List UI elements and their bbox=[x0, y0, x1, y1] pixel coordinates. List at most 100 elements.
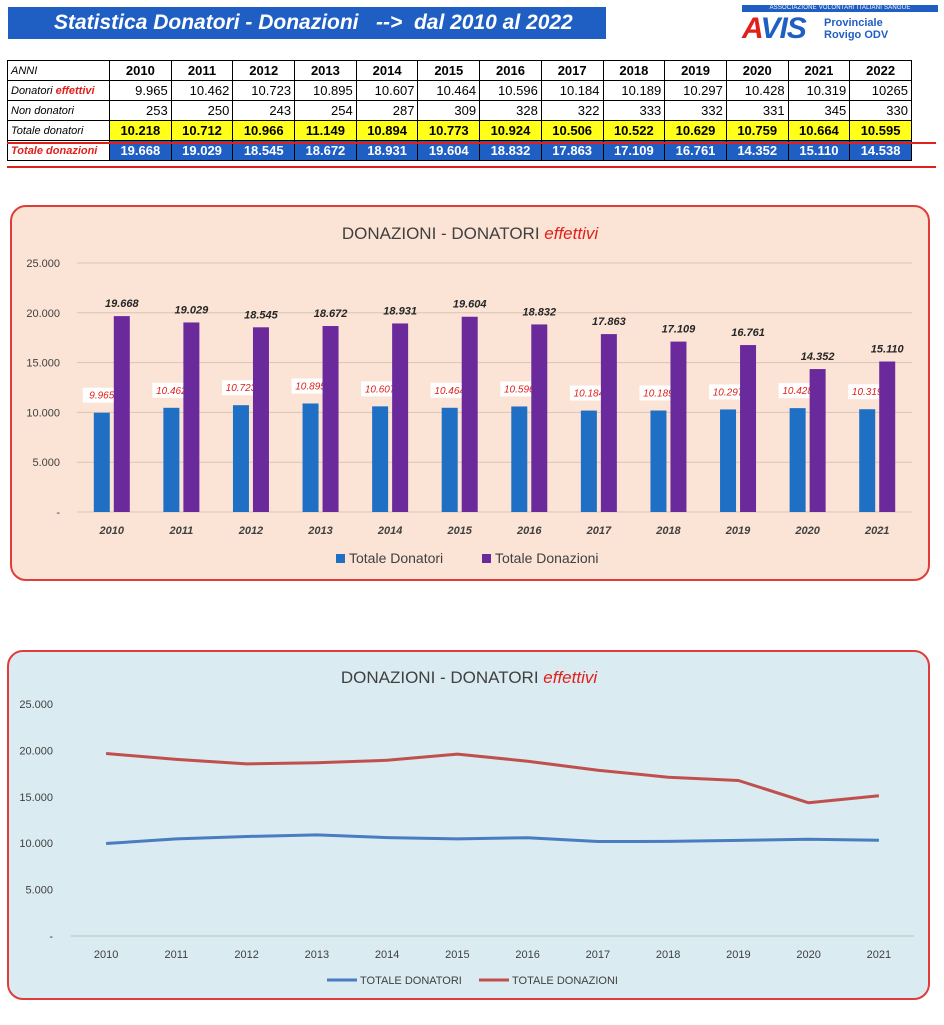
x-tick-label: 2017 bbox=[586, 949, 610, 961]
table-divider-bottom bbox=[7, 166, 936, 168]
data-label-bg bbox=[848, 384, 887, 400]
table-cell-totale-donazioni: 19.668 bbox=[109, 140, 172, 161]
table-row-years: ANNI 2010 2011 2012 2013 2014 2015 2016 2017 201… bbox=[7, 60, 912, 81]
table-cell-non-donatori: 287 bbox=[355, 100, 419, 121]
table-cell-years: 2022 bbox=[849, 60, 912, 81]
data-label-bg bbox=[291, 378, 330, 394]
bar-donatori bbox=[302, 403, 319, 512]
row-label-totale-donazioni: Totale donazioni bbox=[7, 140, 110, 161]
table-cell-totale-donatori: 10.759 bbox=[725, 120, 789, 141]
bar-donatori bbox=[511, 406, 528, 512]
table-cell-years: 2019 bbox=[664, 60, 727, 81]
x-tick-label: 2020 bbox=[794, 525, 820, 537]
data-label-donatori: 10.462 bbox=[156, 386, 187, 397]
table-cell-donatori: 10.297 bbox=[664, 80, 727, 101]
table-cell-years: 2015 bbox=[417, 60, 481, 81]
bar-donazioni bbox=[113, 316, 130, 512]
x-tick-label: 2012 bbox=[238, 525, 263, 537]
legend-swatch bbox=[482, 554, 491, 563]
bar-donatori bbox=[232, 405, 249, 512]
table-row-donatori: Donatori effettivi 9.965 10.462 10.723 10.8… bbox=[7, 80, 912, 101]
table-divider-top bbox=[7, 142, 936, 144]
data-label-donazioni: 18.832 bbox=[522, 306, 556, 318]
table-cell-donatori: 10.723 bbox=[232, 80, 296, 101]
x-tick-label: 2010 bbox=[99, 525, 125, 537]
table-cell-non-donatori: 254 bbox=[294, 100, 357, 121]
x-tick-label: 2011 bbox=[165, 949, 189, 961]
data-label-donazioni: 16.761 bbox=[731, 327, 765, 339]
x-tick-label: 2020 bbox=[796, 949, 820, 961]
table-cell-totale-donatori: 10.629 bbox=[664, 120, 727, 141]
legend-label: TOTALE DONAZIONI bbox=[512, 975, 618, 987]
series-line-donazioni bbox=[105, 752, 880, 805]
table-cell-non-donatori: 250 bbox=[170, 100, 234, 121]
data-label-donazioni: 17.863 bbox=[592, 316, 626, 328]
x-tick-label: 2019 bbox=[726, 949, 750, 961]
table-cell-donatori: 10.189 bbox=[602, 80, 666, 101]
data-label-donatori: 10.189 bbox=[643, 389, 674, 400]
x-tick-label: 2015 bbox=[445, 949, 469, 961]
y-tick-label: 10.000 bbox=[26, 407, 60, 419]
data-label-donatori: 10.297 bbox=[713, 387, 744, 398]
bar-donazioni bbox=[183, 322, 200, 512]
bar-donazioni bbox=[252, 327, 269, 512]
data-label-bg bbox=[778, 383, 817, 399]
bar-donazioni bbox=[392, 323, 409, 512]
table-cell-totale-donazioni: 15.110 bbox=[787, 140, 851, 161]
logo-mark-rest: VIS bbox=[760, 12, 806, 45]
page-title: Statistica Donatori - Donazioni --> dal … bbox=[8, 7, 606, 39]
data-label-donazioni: 15.110 bbox=[871, 344, 905, 356]
data-label-bg bbox=[639, 385, 678, 401]
y-tick-label: 5.000 bbox=[25, 885, 53, 897]
table-cell-totale-donazioni: 14.352 bbox=[725, 140, 789, 161]
table-cell-totale-donazioni: 18.545 bbox=[232, 140, 296, 161]
legend-label: Totale Donazioni bbox=[495, 550, 599, 566]
table-cell-donatori: 10.596 bbox=[479, 80, 542, 101]
table-cell-years: 2016 bbox=[479, 60, 542, 81]
row-label-donatori: Donatori effettivi bbox=[7, 80, 110, 101]
bar-donatori bbox=[441, 407, 458, 512]
logo-sub-city: Rovigo ODV bbox=[824, 29, 889, 41]
table-cell-years: 2018 bbox=[602, 60, 666, 81]
table-cell-years: 2010 bbox=[109, 60, 172, 81]
table-cell-totale-donazioni: 17.863 bbox=[540, 140, 604, 161]
table-cell-donatori: 10.184 bbox=[540, 80, 604, 101]
x-tick-label: 2016 bbox=[516, 525, 542, 537]
table-cell-donatori: 10.428 bbox=[725, 80, 789, 101]
table-cell-years: 2013 bbox=[294, 60, 357, 81]
table-cell-totale-donatori: 10.522 bbox=[602, 120, 666, 141]
table-cell-totale-donatori: 10.894 bbox=[355, 120, 419, 141]
table-cell-non-donatori: 322 bbox=[540, 100, 604, 121]
bar-donazioni bbox=[322, 326, 339, 512]
y-tick-label: 25.000 bbox=[19, 699, 53, 711]
data-label-donatori: 10.184 bbox=[574, 389, 605, 400]
chart-title-em: effettivi bbox=[544, 224, 599, 243]
data-label-bg bbox=[152, 382, 191, 398]
series-line-donatori bbox=[106, 833, 879, 845]
table-cell-non-donatori: 332 bbox=[664, 100, 727, 121]
logo-sub-province: Provinciale bbox=[824, 17, 883, 29]
table-cell-totale-donazioni: 18.672 bbox=[294, 140, 357, 161]
table-cell-totale-donazioni: 19.604 bbox=[417, 140, 481, 161]
data-label-bg bbox=[500, 381, 539, 397]
table-cell-donatori: 10.462 bbox=[170, 80, 234, 101]
data-label-donatori: 9.965 bbox=[89, 391, 114, 402]
row-label-donatori-text: Donatori bbox=[11, 84, 56, 97]
x-tick-label: 2013 bbox=[307, 525, 332, 537]
data-label-donazioni: 14.352 bbox=[801, 351, 835, 363]
data-label-donatori: 10.607 bbox=[365, 384, 396, 395]
data-label-donatori: 10.319 bbox=[852, 387, 883, 398]
bar-donazioni bbox=[879, 361, 896, 512]
row-label-years: ANNI bbox=[7, 60, 110, 81]
table-cell-years: 2017 bbox=[540, 60, 604, 81]
x-tick-label: 2021 bbox=[864, 525, 889, 537]
table-cell-donatori: 10.607 bbox=[355, 80, 419, 101]
bar-donatori bbox=[372, 406, 389, 512]
avis-logo: ASSOCIAZIONE VOLONTARI ITALIANI SANGUE A… bbox=[738, 5, 938, 45]
line-chart: DONAZIONI - DONATORI effettivi - 5.000 10.0… bbox=[19, 668, 914, 987]
y-tick-label: 25.000 bbox=[26, 258, 60, 270]
row-label-non-donatori: Non donatori bbox=[7, 100, 110, 121]
data-label-bg bbox=[361, 381, 400, 397]
chart-title-text: DONAZIONI - DONATORI bbox=[342, 224, 544, 243]
data-label-donatori: 10.895 bbox=[295, 381, 326, 392]
